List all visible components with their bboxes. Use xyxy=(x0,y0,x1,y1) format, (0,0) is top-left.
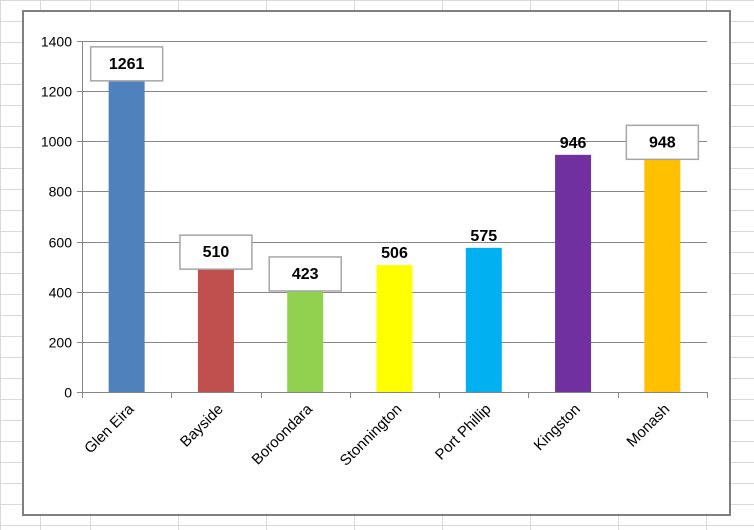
x-category-label: Boroondara xyxy=(249,400,317,468)
data-label: 948 xyxy=(649,134,676,151)
x-category-label: Kingston xyxy=(531,401,584,454)
data-label: 946 xyxy=(560,135,587,152)
bar[interactable] xyxy=(287,285,324,392)
x-category-label: Glen Eira xyxy=(81,400,138,457)
y-tick-label: 800 xyxy=(49,184,73,200)
bar-chart: 0 200 400 600 800 1000 1200 1400 1261 Glen Eira 51… xyxy=(41,34,708,470)
x-category-label: Monash xyxy=(623,401,673,451)
x-category-label: Stonnington xyxy=(337,401,406,470)
data-label: 1261 xyxy=(109,56,145,73)
data-label-box xyxy=(179,234,253,270)
bar[interactable] xyxy=(108,75,145,392)
y-tick-label: 200 xyxy=(49,335,73,351)
bar[interactable] xyxy=(555,154,592,392)
bar[interactable] xyxy=(465,247,502,392)
data-label-box xyxy=(625,124,700,161)
data-label: 423 xyxy=(292,266,319,283)
chart-area[interactable]: 0 200 400 600 800 1000 1200 1400 1261 Glen Eira 51… xyxy=(22,10,731,516)
bar[interactable] xyxy=(376,265,413,392)
x-category-label: Bayside xyxy=(177,401,227,451)
data-label-box xyxy=(268,256,342,292)
data-label: 506 xyxy=(381,245,408,262)
y-tick-label: 0 xyxy=(64,385,72,401)
x-category-label: Port Phillip xyxy=(432,401,495,464)
bar[interactable] xyxy=(644,154,681,392)
y-tick-label: 400 xyxy=(49,285,73,301)
y-tick-label: 1200 xyxy=(41,84,72,100)
bar[interactable] xyxy=(197,264,234,392)
y-tick-label: 1000 xyxy=(41,134,72,150)
y-tick-label: 1400 xyxy=(41,34,72,50)
data-label: 575 xyxy=(470,228,497,245)
data-label-box xyxy=(89,46,164,82)
y-tick-label: 600 xyxy=(49,235,73,251)
data-label: 510 xyxy=(203,244,230,261)
